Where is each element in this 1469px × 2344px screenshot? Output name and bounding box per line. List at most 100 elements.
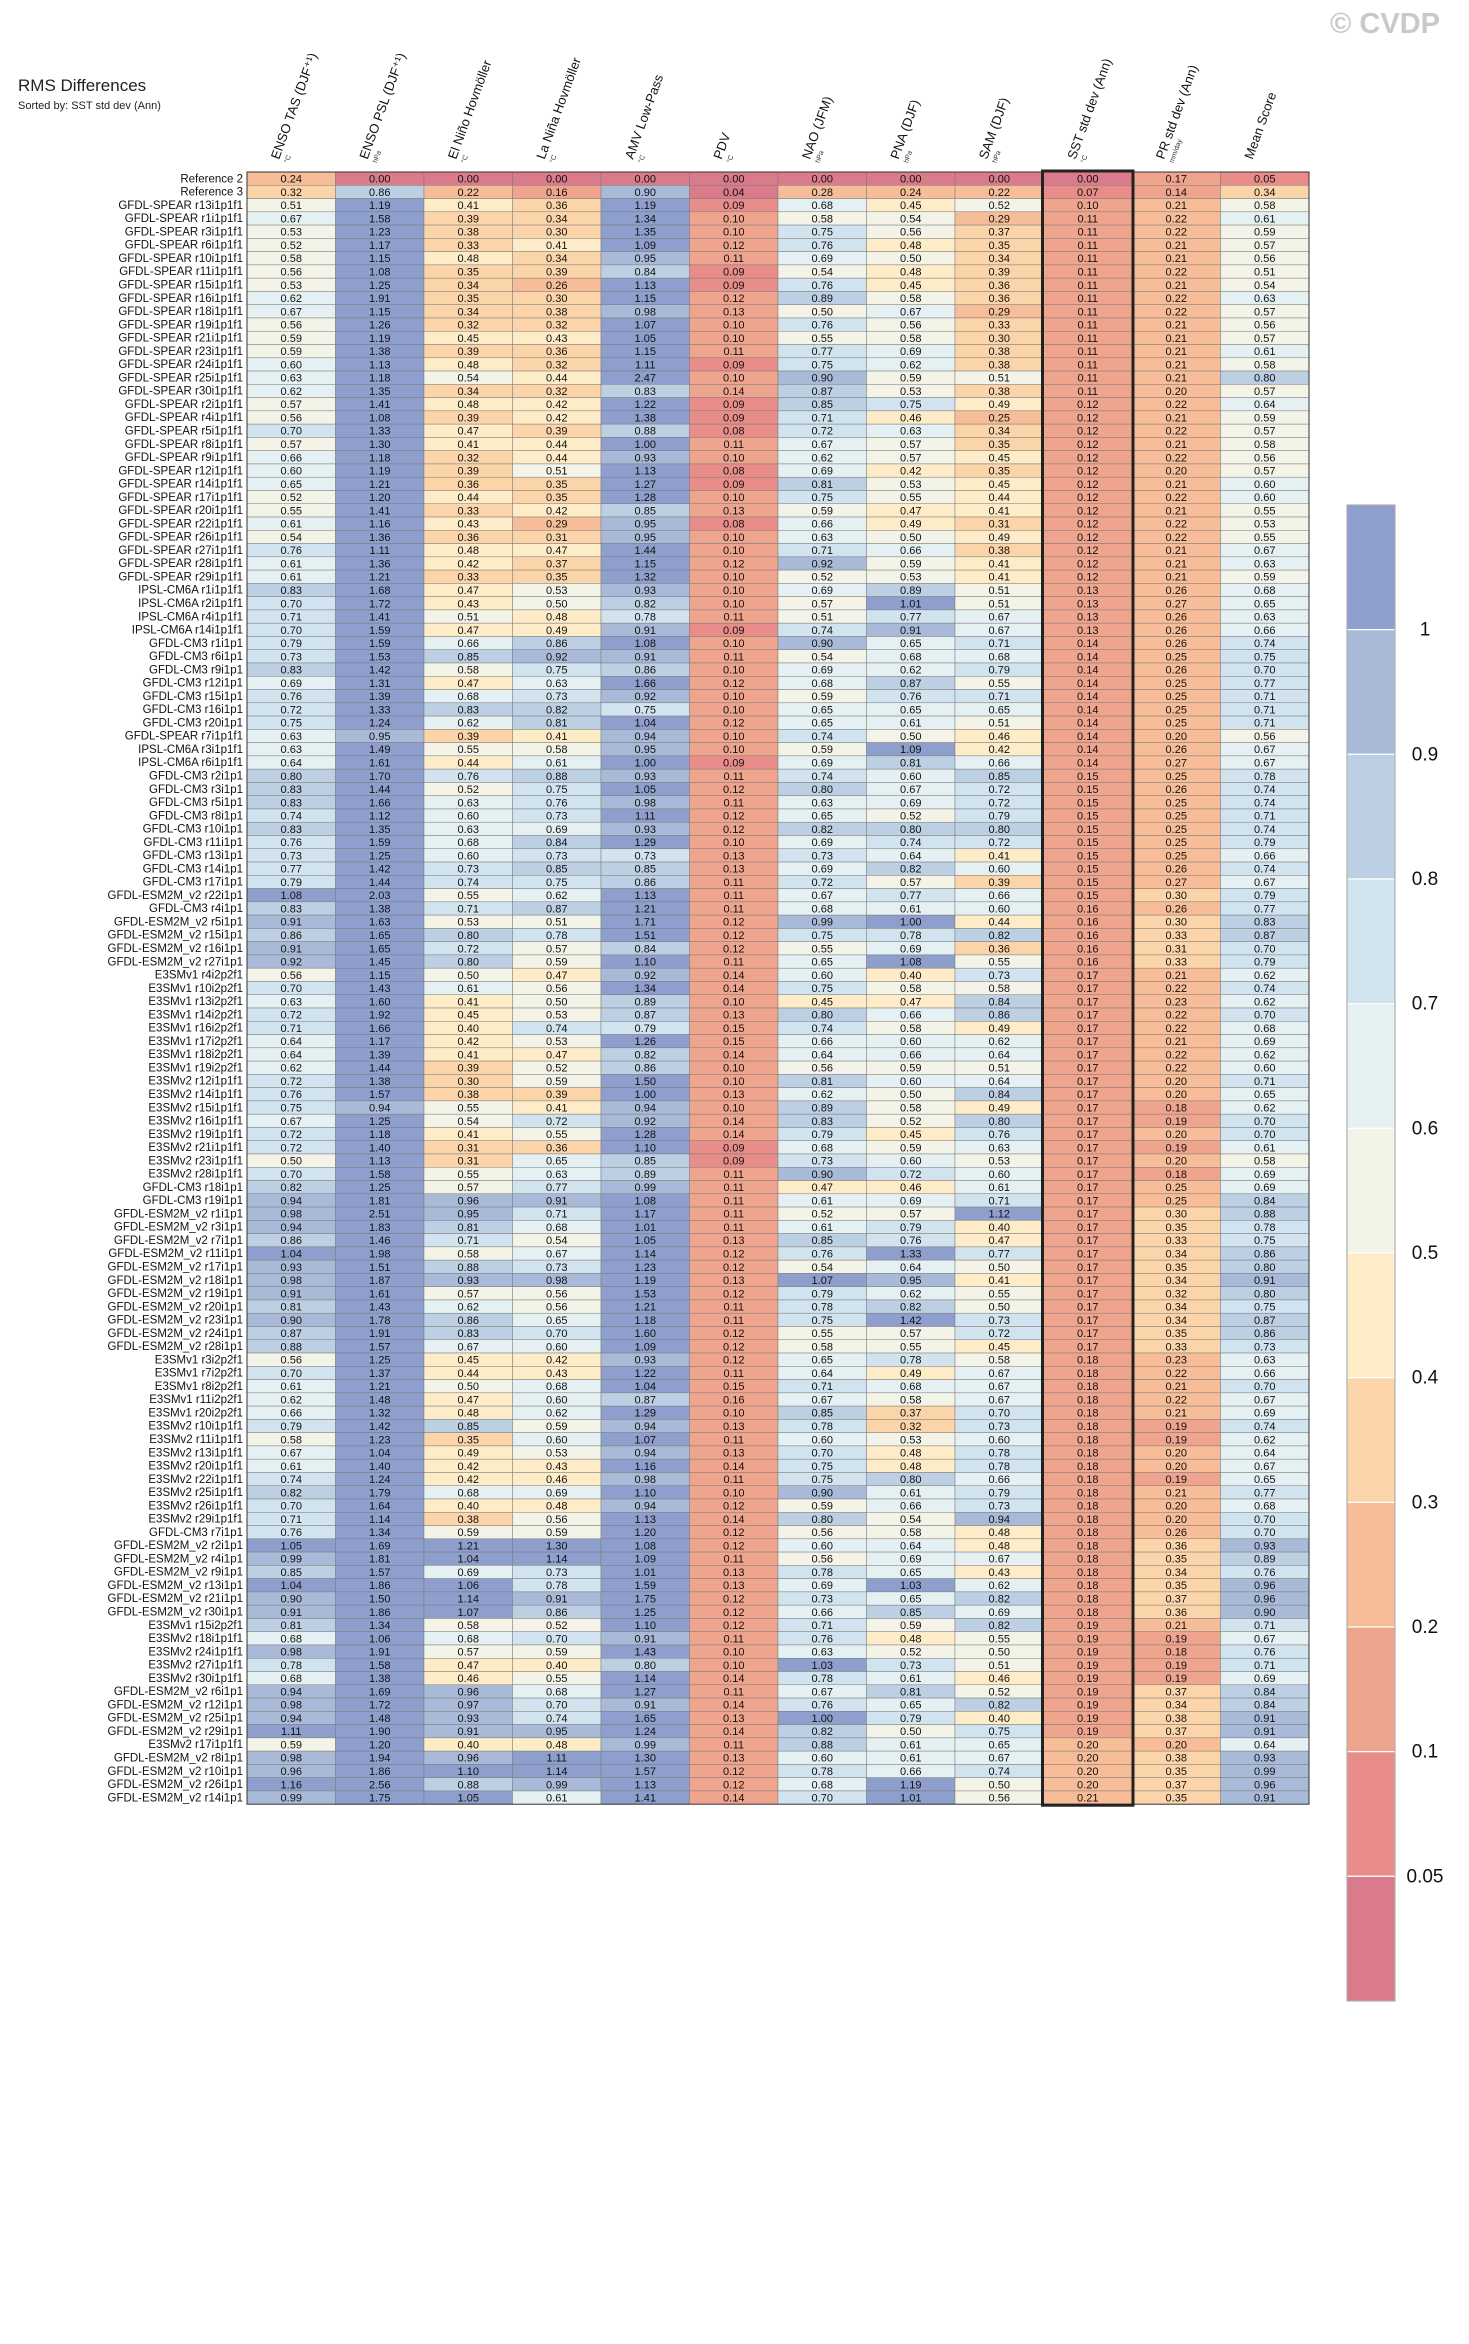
cell-value: 0.56	[812, 1063, 833, 1075]
cell-value: 0.55	[812, 1328, 833, 1340]
cell-value: 0.59	[458, 1527, 479, 1539]
cell-value: 1.42	[900, 1315, 921, 1327]
cell-value: 0.70	[281, 1169, 302, 1181]
cell-value: 0.78	[281, 1660, 302, 1672]
cell-value: 0.53	[1254, 519, 1275, 531]
cell-value: 0.11	[1077, 346, 1098, 358]
cell-value: 0.76	[458, 771, 479, 783]
cell-value: 0.69	[900, 797, 921, 809]
cell-value: 0.70	[281, 983, 302, 995]
cell-value: 0.60	[1254, 1063, 1275, 1075]
cell-value: 0.98	[635, 1474, 656, 1486]
cell-value: 1.49	[369, 744, 390, 756]
cell-value: 0.71	[812, 545, 833, 557]
cell-value: 0.46	[546, 1474, 567, 1486]
cell-value: 0.53	[989, 1156, 1010, 1168]
row-label: GFDL-SPEAR r26i1p1f1	[118, 532, 243, 544]
cell-value: 0.63	[1254, 293, 1275, 305]
column-header: ENSO TAS (DJF⁺¹)°C	[268, 51, 320, 164]
cell-value: 1.81	[369, 1554, 390, 1566]
cell-value: 1.24	[635, 1726, 656, 1738]
cell-value: 0.46	[989, 731, 1010, 743]
cell-value: 0.18	[1077, 1355, 1098, 1367]
cell-value: 0.85	[635, 505, 656, 517]
cell-value: 0.31	[989, 519, 1010, 531]
cell-value: 1.75	[369, 1793, 390, 1805]
cell-value: 0.69	[812, 837, 833, 849]
cell-value: 0.14	[723, 386, 744, 398]
cell-value: 0.15	[1077, 824, 1098, 836]
cell-value: 0.42	[546, 399, 567, 411]
cell-value: 0.21	[1166, 545, 1187, 557]
cell-value: 1.43	[635, 1647, 656, 1659]
cell-value: 0.12	[723, 678, 744, 690]
cell-value: 0.43	[458, 519, 479, 531]
cell-value: 0.61	[281, 1381, 302, 1393]
cell-value: 0.59	[281, 1739, 302, 1751]
cell-value: 0.68	[812, 1779, 833, 1791]
cell-value: 0.53	[900, 572, 921, 584]
cell-value: 1.23	[369, 1434, 390, 1446]
row-label: E3SMv2 r23i1p1f1	[148, 1155, 243, 1167]
cell-value: 0.70	[1254, 665, 1275, 677]
cell-value: 0.12	[723, 1540, 744, 1552]
cell-value: 0.81	[546, 718, 567, 730]
cell-value: 0.17	[1077, 1010, 1098, 1022]
cell-value: 0.17	[1077, 1049, 1098, 1061]
cell-value: 0.61	[1254, 213, 1275, 225]
row-label: GFDL-ESM2M_v2 r13i1p1	[108, 1580, 244, 1592]
cell-value: 0.20	[1166, 386, 1187, 398]
cell-value: 0.94	[281, 1222, 302, 1234]
row-label: GFDL-SPEAR r30i1p1f1	[118, 386, 243, 398]
cell-value: 0.56	[812, 1527, 833, 1539]
cell-value: 0.61	[281, 519, 302, 531]
cell-value: 1.21	[635, 1302, 656, 1314]
cell-value: 1.14	[635, 1673, 656, 1685]
cell-value: 0.63	[281, 744, 302, 756]
cell-value: 0.15	[1077, 771, 1098, 783]
row-label: Reference 3	[180, 187, 243, 199]
cell-value: 0.33	[458, 572, 479, 584]
cell-value: 0.68	[546, 1686, 567, 1698]
cell-value: 0.76	[812, 320, 833, 332]
row-label: E3SMv2 r17i1p1f1	[148, 1739, 243, 1751]
cell-value: 0.70	[1254, 1116, 1275, 1128]
cell-value: 0.50	[900, 253, 921, 265]
cell-value: 0.61	[458, 983, 479, 995]
cell-value: 1.21	[369, 1381, 390, 1393]
cell-value: 0.86	[989, 1010, 1010, 1022]
cell-value: 0.86	[281, 1235, 302, 1247]
cell-value: 0.85	[635, 864, 656, 876]
row-label: GFDL-CM3 r20i1p1	[143, 717, 243, 729]
cell-value: 1.08	[369, 412, 390, 424]
cell-value: 1.21	[458, 1540, 479, 1552]
cell-value: 0.57	[900, 439, 921, 451]
cell-value: 0.17	[1077, 1129, 1098, 1141]
cell-value: 1.43	[369, 1302, 390, 1314]
cell-value: 0.25	[1166, 1195, 1187, 1207]
cell-value: 0.69	[812, 1580, 833, 1592]
cell-value: 1.31	[369, 678, 390, 690]
cell-value: 0.17	[1077, 983, 1098, 995]
row-label: GFDL-CM3 r15i1p1	[143, 691, 243, 703]
cell-value: 0.59	[546, 1076, 567, 1088]
cell-value: 0.36	[989, 293, 1010, 305]
cell-value: 0.67	[1254, 877, 1275, 889]
cell-value: 0.22	[1166, 426, 1187, 438]
column-unit: °C	[725, 154, 735, 164]
cell-value: 0.12	[723, 293, 744, 305]
cell-value: 0.19	[1077, 1673, 1098, 1685]
cell-value: 1.42	[369, 665, 390, 677]
row-label: GFDL-ESM2M_v2 r1i1p1	[114, 1208, 243, 1220]
row-label: GFDL-SPEAR r17i1p1f1	[118, 492, 243, 504]
cell-value: 0.69	[1254, 1408, 1275, 1420]
cell-value: 0.25	[1166, 824, 1187, 836]
cell-value: 0.88	[812, 1739, 833, 1751]
cell-value: 0.54	[458, 1116, 479, 1128]
column-label: ENSO PSL (DJF⁺¹)	[356, 51, 408, 161]
cell-value: 0.11	[723, 1182, 744, 1194]
cell-value: 0.41	[989, 850, 1010, 862]
cell-value: 0.12	[1077, 532, 1098, 544]
cell-value: 0.75	[281, 1103, 302, 1115]
cell-value: 0.65	[1254, 598, 1275, 610]
